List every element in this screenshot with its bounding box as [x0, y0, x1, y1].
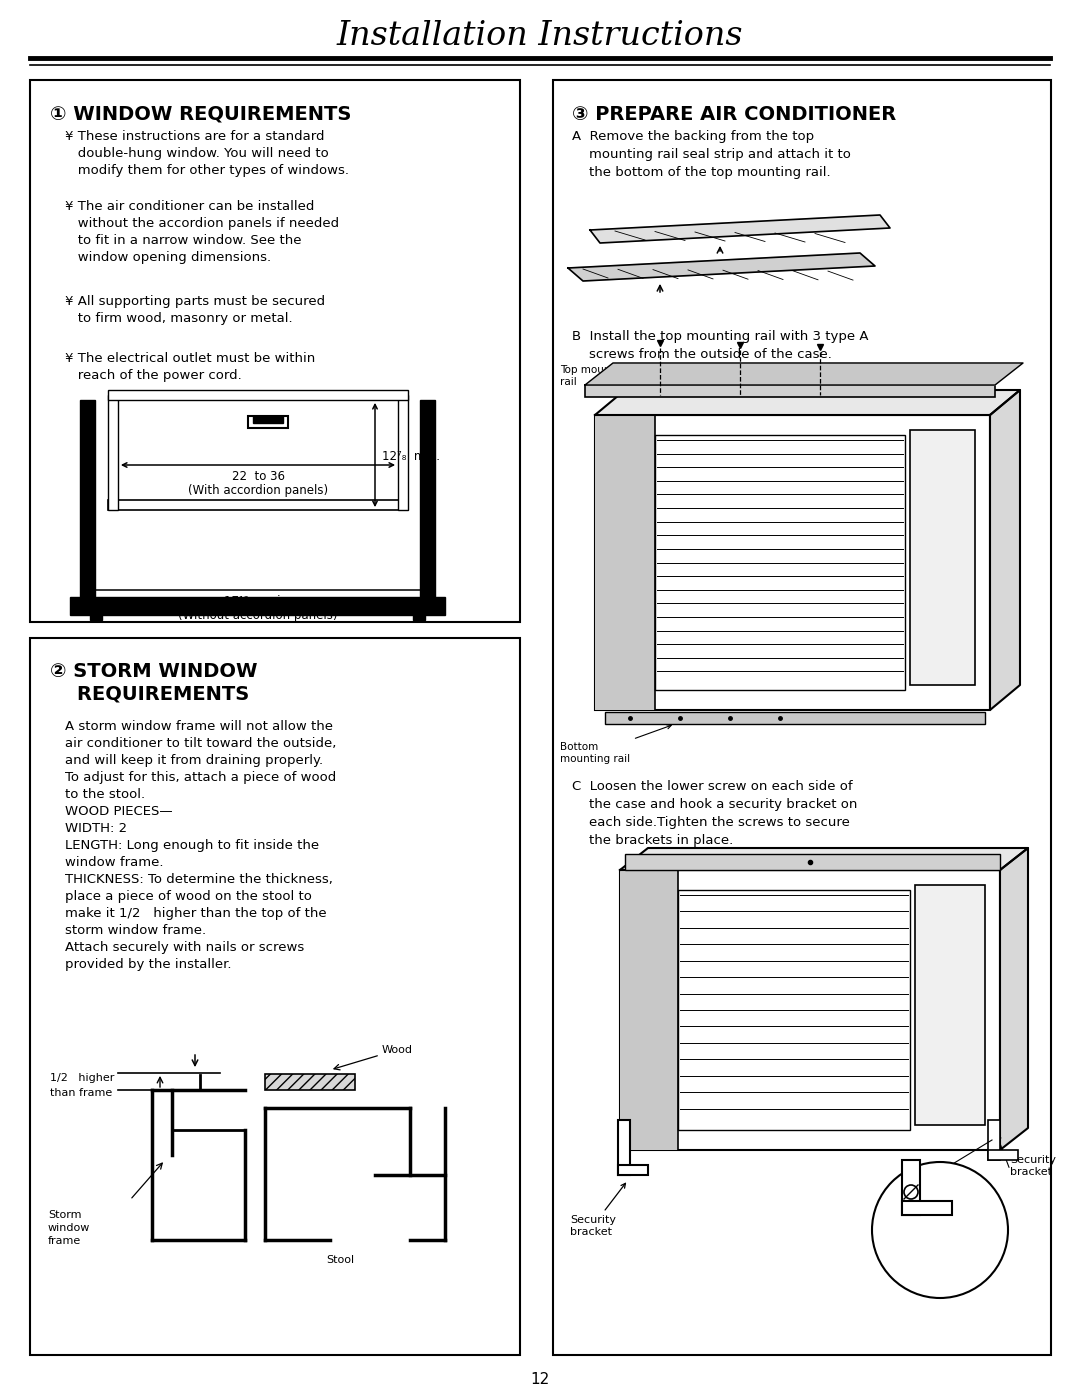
Bar	[399, 395, 408, 510]
Text: window frame.: window frame.	[65, 856, 163, 869]
Text: 22  to 36: 22 to 36	[231, 469, 284, 483]
Text: WOOD PIECES—: WOOD PIECES—	[65, 805, 173, 819]
Circle shape	[904, 1185, 918, 1199]
Text: storm window frame.: storm window frame.	[65, 923, 206, 937]
Text: THICKNESS: To determine the thickness,: THICKNESS: To determine the thickness,	[65, 873, 333, 886]
Bar	[620, 870, 1000, 1150]
Text: 17¹³₁₆  min.: 17¹³₁₆ min.	[225, 595, 292, 608]
Text: B  Install the top mounting rail with 3 type A: B Install the top mounting rail with 3 t…	[572, 330, 868, 344]
Text: 1/2   higher: 1/2 higher	[50, 1073, 114, 1083]
Text: ¥ All supporting parts must be secured
   to firm wood, masonry or metal.: ¥ All supporting parts must be secured t…	[65, 295, 325, 326]
Bar	[420, 400, 435, 610]
Text: (Without accordion panels): (Without accordion panels)	[178, 609, 338, 622]
Text: ¥ These instructions are for a standard
   double-hung window. You will need to
: ¥ These instructions are for a standard …	[65, 130, 349, 177]
Bar	[30, 638, 519, 1355]
Text: and will keep it from draining properly.: and will keep it from draining properly.	[65, 754, 323, 767]
Text: the bottom of the top mounting rail.: the bottom of the top mounting rail.	[572, 166, 831, 179]
Text: frame: frame	[48, 1236, 81, 1246]
Text: provided by the installer.: provided by the installer.	[65, 958, 231, 971]
Bar	[80, 400, 95, 610]
Polygon shape	[568, 253, 875, 281]
Bar	[618, 1165, 648, 1175]
Bar	[585, 386, 995, 397]
Text: than frame: than frame	[50, 1088, 112, 1098]
Bar	[595, 415, 990, 710]
Text: to the stool.: to the stool.	[65, 788, 145, 800]
Bar	[988, 1120, 1000, 1160]
Text: 12⁷₈  min.: 12⁷₈ min.	[382, 450, 440, 462]
Text: ① WINDOW REQUIREMENTS: ① WINDOW REQUIREMENTS	[50, 105, 351, 124]
Polygon shape	[620, 848, 1028, 870]
Text: make it 1/2   higher than the top of the: make it 1/2 higher than the top of the	[65, 907, 326, 921]
Bar	[910, 430, 975, 685]
Text: LENGTH: Long enough to fit inside the: LENGTH: Long enough to fit inside the	[65, 840, 319, 852]
Text: screws from the outside of the case.: screws from the outside of the case.	[572, 348, 832, 360]
Bar	[248, 416, 288, 427]
Text: ③ PREPARE AIR CONDITIONER: ③ PREPARE AIR CONDITIONER	[572, 105, 896, 124]
Text: Storm: Storm	[48, 1210, 81, 1220]
Text: ¥ The air conditioner can be installed
   without the accordion panels if needed: ¥ The air conditioner can be installed w…	[65, 200, 339, 264]
Text: the brackets in place.: the brackets in place.	[572, 834, 733, 847]
Bar	[654, 434, 905, 690]
Bar	[108, 395, 118, 510]
Bar	[618, 1120, 630, 1175]
Bar	[30, 80, 519, 622]
Text: WIDTH: 2: WIDTH: 2	[65, 821, 127, 835]
Text: A storm window frame will not allow the: A storm window frame will not allow the	[65, 719, 333, 733]
Bar	[605, 712, 985, 724]
Polygon shape	[595, 390, 1020, 415]
Bar	[253, 416, 283, 423]
Text: 12: 12	[530, 1372, 550, 1387]
Text: A  Remove the backing from the top: A Remove the backing from the top	[572, 130, 814, 142]
Text: REQUIREMENTS: REQUIREMENTS	[50, 685, 249, 704]
Bar	[108, 500, 408, 510]
Bar	[413, 599, 426, 620]
Text: Top mounting
rail: Top mounting rail	[561, 365, 634, 387]
Text: Bottom
mounting rail: Bottom mounting rail	[561, 725, 671, 764]
Bar	[915, 886, 985, 1125]
Text: place a piece of wood on the stool to: place a piece of wood on the stool to	[65, 890, 312, 902]
Polygon shape	[590, 215, 890, 243]
Text: mounting rail seal strip and attach it to: mounting rail seal strip and attach it t…	[572, 148, 851, 161]
Text: To adjust for this, attach a piece of wood: To adjust for this, attach a piece of wo…	[65, 771, 336, 784]
Polygon shape	[1000, 848, 1028, 1150]
Bar	[595, 415, 654, 710]
Bar	[902, 1201, 951, 1215]
Text: ¥ The electrical outlet must be within
   reach of the power cord.: ¥ The electrical outlet must be within r…	[65, 352, 315, 381]
Text: ② STORM WINDOW: ② STORM WINDOW	[50, 662, 257, 680]
Bar	[625, 854, 1000, 870]
Text: Security
bracket: Security bracket	[570, 1183, 625, 1236]
Bar	[678, 890, 910, 1130]
Circle shape	[872, 1162, 1008, 1298]
Bar	[265, 1074, 355, 1090]
Text: air conditioner to tilt toward the outside,: air conditioner to tilt toward the outsi…	[65, 738, 336, 750]
Bar	[553, 80, 1051, 1355]
Polygon shape	[990, 390, 1020, 710]
Bar	[620, 870, 678, 1150]
Text: Attach securely with nails or screws: Attach securely with nails or screws	[65, 942, 305, 954]
Polygon shape	[585, 363, 1023, 386]
Text: (With accordion panels): (With accordion panels)	[188, 483, 328, 497]
Text: the case and hook a security bracket on: the case and hook a security bracket on	[572, 798, 858, 812]
Bar	[108, 390, 408, 400]
Text: each side.Tighten the screws to secure: each side.Tighten the screws to secure	[572, 816, 850, 828]
Text: C  Loosen the lower screw on each side of: C Loosen the lower screw on each side of	[572, 780, 852, 793]
Text: Security
bracket: Security bracket	[1010, 1155, 1056, 1176]
Text: window: window	[48, 1222, 91, 1234]
Bar	[902, 1160, 920, 1215]
Bar	[988, 1150, 1018, 1160]
Text: Wood: Wood	[382, 1045, 413, 1055]
Bar	[90, 599, 102, 620]
Bar	[70, 597, 445, 615]
Text: Installation Instructions: Installation Instructions	[337, 20, 743, 52]
Text: Stool: Stool	[326, 1255, 354, 1266]
